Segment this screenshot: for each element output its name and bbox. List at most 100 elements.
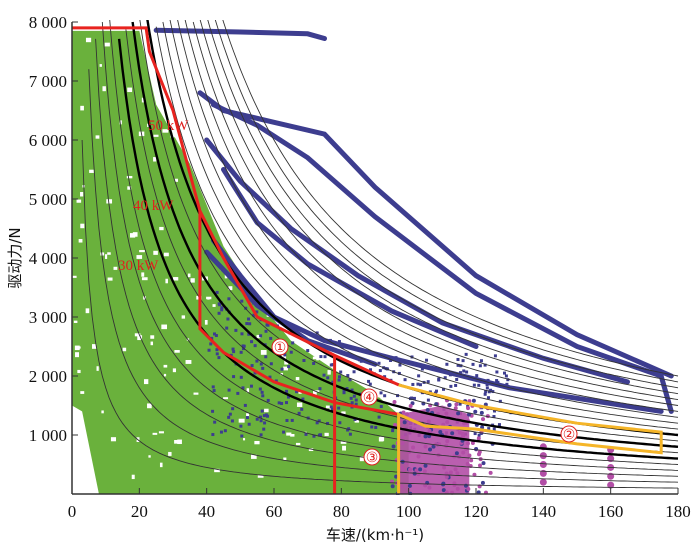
iso-power-curve-60kw [162, 21, 679, 424]
green-gap [139, 250, 145, 253]
x-tick-label: 140 [531, 502, 557, 521]
blue-point [506, 378, 510, 382]
magenta-point [428, 447, 433, 452]
blue-point [213, 420, 217, 424]
green-gap [161, 324, 168, 330]
blue-point [503, 371, 507, 375]
magenta-point [480, 480, 485, 485]
magenta-point [465, 461, 470, 466]
blue-point [231, 407, 235, 411]
green-gap [243, 438, 246, 441]
green-gap [76, 199, 82, 203]
magenta-point [393, 422, 398, 427]
magenta-point [425, 408, 430, 413]
blue-point [410, 396, 414, 400]
blue-point [212, 389, 216, 393]
x-tick-label: 40 [198, 502, 215, 521]
blue-point [210, 336, 214, 340]
x-tick-label: 100 [396, 502, 422, 521]
blue-point [318, 387, 322, 391]
green-gap [290, 433, 295, 437]
magenta-point [447, 403, 452, 408]
green-gap [75, 352, 80, 358]
y-tick-label: 4 000 [29, 249, 67, 268]
blue-point [455, 377, 459, 381]
x-tick-label: 0 [68, 502, 77, 521]
blue-point [232, 375, 236, 379]
blue-point [262, 427, 266, 431]
blue-point [329, 363, 333, 367]
blue-point [458, 371, 462, 375]
blue-point [346, 428, 350, 432]
x-axis-title: 车速/(km·h⁻¹) [326, 526, 424, 544]
green-gap [143, 379, 149, 385]
region-marker-3: ③ [363, 448, 381, 466]
blue-point [228, 412, 232, 416]
iso-power-curve-45kw [139, 20, 679, 442]
green-gap [104, 42, 110, 47]
green-gap [256, 334, 261, 339]
green-gap [359, 456, 364, 462]
green-gap [119, 120, 122, 125]
blue-point [377, 415, 381, 419]
magenta-point [422, 469, 427, 474]
green-gap [127, 186, 132, 190]
green-gap [174, 440, 179, 444]
magenta-point [481, 417, 486, 422]
blue-point [217, 311, 221, 315]
green-gap [181, 315, 186, 319]
blue-point [258, 387, 262, 391]
blue-point [398, 363, 402, 367]
blue-point [317, 433, 321, 437]
blue-point [215, 290, 219, 294]
blue-point [495, 370, 499, 374]
blue-point [289, 350, 293, 354]
magenta-point [467, 453, 472, 458]
blue-point [245, 416, 249, 420]
blue-point [350, 401, 354, 405]
green-gap [340, 441, 347, 444]
blue-point [259, 305, 263, 309]
magenta-point [434, 442, 439, 447]
blue-point [214, 334, 218, 338]
blue-point [346, 352, 350, 356]
blue-point [245, 322, 249, 326]
magenta-point [466, 486, 471, 491]
green-gap [193, 392, 199, 395]
magenta-point [390, 484, 395, 489]
green-gap [284, 359, 289, 365]
magenta-point [401, 468, 406, 473]
green-gap [141, 97, 145, 103]
blue-point [263, 421, 267, 425]
green-gap [127, 87, 133, 93]
iso-power-curve-15kw [95, 38, 679, 477]
green-gap [162, 129, 169, 133]
magenta-point [438, 429, 443, 434]
magenta-point [441, 481, 446, 486]
blue-point [250, 364, 254, 368]
magenta-point [463, 483, 468, 488]
magenta-point [445, 439, 450, 444]
magenta-point [448, 470, 453, 475]
orange-boundary [397, 383, 663, 494]
magenta-point [441, 488, 446, 493]
blue-point [259, 334, 263, 338]
blue-point [442, 387, 446, 391]
magenta-point [461, 450, 466, 455]
magenta-point [479, 410, 484, 415]
blue-point [259, 419, 263, 423]
blue-point [280, 401, 284, 405]
magenta-point [461, 434, 466, 439]
blue-point [403, 378, 407, 382]
blue-point [258, 415, 262, 419]
blue-point [330, 407, 334, 411]
green-gap [159, 462, 163, 468]
region-marker-2-label: ② [563, 427, 576, 443]
y-tick-label: 7 000 [29, 72, 67, 91]
green-gap [207, 297, 210, 300]
blue-point [370, 425, 374, 429]
blue-point [291, 341, 295, 345]
blue-point [437, 377, 441, 381]
iso-power-curve-70kw [177, 20, 679, 412]
blue-point [359, 359, 363, 363]
